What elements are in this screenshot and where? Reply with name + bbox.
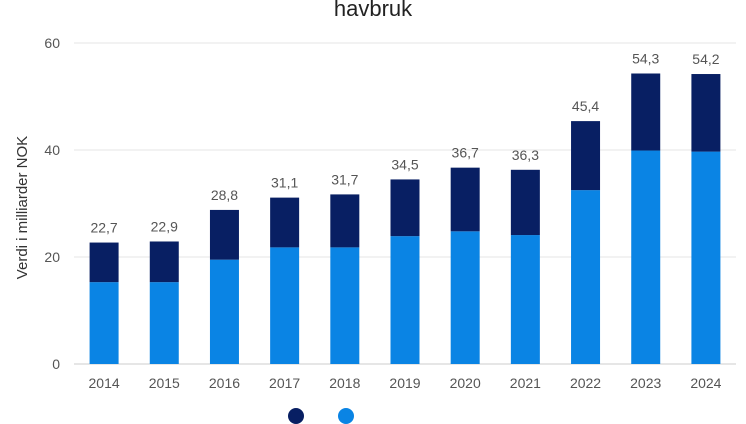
bar-segment-dark: [149, 241, 179, 283]
bar-segment-light: [89, 282, 119, 364]
data-label: 31,7: [331, 171, 358, 187]
bar-segment-light: [209, 259, 239, 364]
bar-segment-dark: [330, 194, 360, 248]
data-label: 28,8: [211, 187, 238, 203]
x-tick-label: 2020: [450, 375, 481, 391]
x-tick-label: 2023: [630, 375, 661, 391]
x-tick-label: 2017: [269, 375, 300, 391]
y-tick-label: 20: [44, 249, 60, 265]
legend-item-1: [338, 408, 354, 424]
bar-segment-light: [450, 231, 480, 364]
legend: [288, 408, 354, 424]
data-label: 34,5: [391, 156, 418, 172]
bar-segment-dark: [691, 74, 721, 152]
x-tick-label: 2022: [570, 375, 601, 391]
data-label: 22,9: [151, 218, 178, 234]
data-label: 45,4: [572, 98, 599, 114]
y-tick-label: 40: [44, 142, 60, 158]
legend-swatch-dark: [288, 408, 304, 424]
data-label: 36,3: [512, 147, 539, 163]
bar-segment-light: [390, 236, 420, 364]
bar-segment-light: [691, 151, 721, 364]
x-tick-label: 2014: [89, 375, 120, 391]
legend-swatch-light: [338, 408, 354, 424]
x-tick-label: 2021: [510, 375, 541, 391]
bar-segment-dark: [209, 209, 239, 260]
y-axis-title: Verdi i milliarder NOK: [14, 136, 31, 279]
bar-segment-dark: [510, 169, 540, 236]
legend-item-0: [288, 408, 304, 424]
data-label: 31,1: [271, 175, 298, 191]
bar-segment-light: [571, 190, 601, 364]
x-tick-label: 2018: [329, 375, 360, 391]
bar-segment-light: [270, 247, 300, 364]
bar-segment-light: [631, 150, 661, 364]
bar-segment-dark: [571, 121, 601, 191]
bar-segment-light: [149, 282, 179, 364]
chart-title: havbruk: [333, 0, 413, 21]
x-tick-label: 2024: [690, 375, 721, 391]
y-tick-label: 60: [44, 35, 60, 51]
bar-segment-light: [330, 247, 360, 364]
bar-segment-dark: [89, 242, 119, 283]
bar-segment-dark: [450, 167, 480, 232]
data-label: 54,3: [632, 50, 659, 66]
y-tick-label: 0: [52, 356, 60, 372]
bar-segment-dark: [631, 73, 661, 151]
x-tick-label: 2015: [149, 375, 180, 391]
x-tick-label: 2016: [209, 375, 240, 391]
data-label: 22,7: [90, 220, 117, 236]
bar-segment-dark: [390, 179, 420, 237]
x-tick-label: 2019: [389, 375, 420, 391]
bar-segment-dark: [270, 197, 300, 248]
data-label: 54,2: [692, 51, 719, 67]
bar-segment-light: [510, 235, 540, 364]
data-label: 36,7: [452, 145, 479, 161]
